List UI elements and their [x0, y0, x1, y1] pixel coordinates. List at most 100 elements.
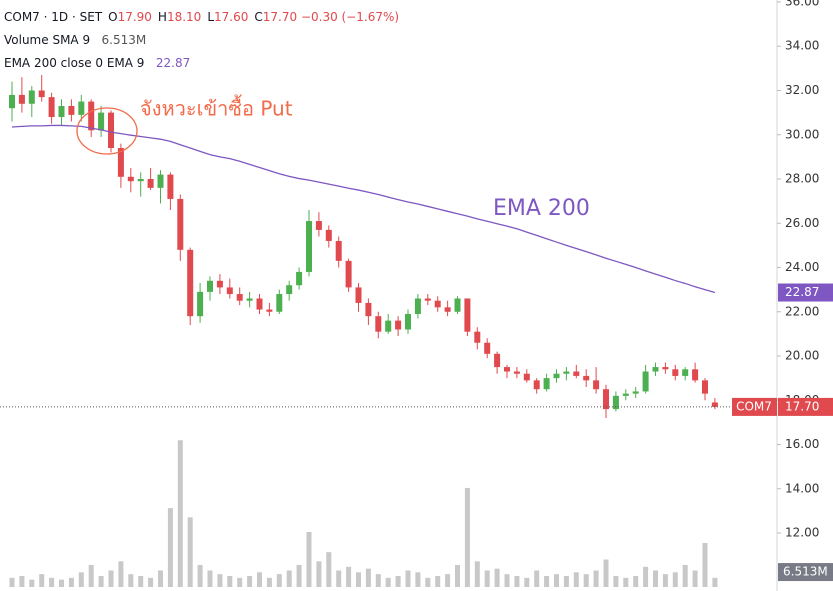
candle-body — [117, 148, 124, 177]
ohlc-value: 17.60 — [214, 10, 249, 24]
volume-bar — [217, 574, 223, 587]
volume-bar — [692, 570, 698, 587]
volume-bar — [247, 575, 253, 587]
legend-value: 6.513M — [101, 33, 147, 47]
candle-body — [157, 174, 164, 188]
volume-bar — [563, 575, 569, 587]
candle-body — [355, 287, 362, 303]
volume-bar — [554, 574, 559, 587]
volume-tag — [778, 563, 833, 582]
candle-body — [662, 367, 669, 370]
volume-bar — [534, 570, 540, 587]
candle-body — [494, 353, 501, 368]
legend-row: Volume SMA 9 6.513M — [4, 29, 399, 52]
ema-line — [11, 124, 716, 294]
candle-body — [286, 285, 293, 295]
candle-body — [385, 320, 392, 332]
volume-bar — [445, 574, 451, 587]
change: −0.30 — [300, 10, 338, 24]
candle-body — [395, 320, 402, 330]
symbol-title: COM7 · 1D · SET — [4, 10, 103, 24]
candle-body — [504, 367, 510, 372]
candle-body — [197, 291, 204, 317]
volume-bar — [544, 575, 550, 587]
volume-bar — [257, 572, 262, 587]
ohlc-key: C — [254, 10, 263, 24]
volume-bar — [9, 577, 15, 587]
volume-bar — [484, 570, 490, 587]
volume-bar — [415, 572, 421, 587]
volume-bar — [148, 577, 154, 587]
price-tag-label: 17.70 — [785, 399, 819, 413]
candle-body — [9, 94, 15, 109]
candle-body — [68, 105, 75, 115]
volume-bar — [405, 570, 411, 587]
volume-bar — [583, 574, 589, 587]
ema-tag-label: 22.87 — [785, 285, 819, 299]
volume-bar — [266, 577, 272, 587]
candle-body — [692, 369, 699, 381]
volume-bar — [375, 574, 381, 587]
candle-body — [78, 101, 85, 115]
ohlc-value: 18.10 — [166, 10, 202, 24]
candle-body — [622, 393, 629, 396]
candle-body — [474, 331, 481, 343]
volume-bar — [643, 566, 649, 587]
candle-body — [137, 179, 144, 182]
candle-body — [167, 174, 174, 199]
candle-body — [642, 371, 649, 392]
symbol-tag — [732, 397, 777, 416]
volume-bar — [702, 542, 708, 587]
candle-body — [513, 371, 520, 374]
volume-bar — [524, 577, 530, 587]
y-tick-label: 20.00 — [785, 349, 819, 363]
candle-body — [48, 97, 55, 118]
candle-body — [553, 373, 560, 379]
candle-body — [147, 179, 154, 188]
candle-body — [454, 298, 461, 312]
legend-name: Volume SMA 9 — [4, 33, 91, 47]
candle-layer — [9, 75, 718, 418]
candle-body — [414, 298, 421, 314]
y-tick-label: 32.00 — [785, 83, 819, 97]
volume-bar — [672, 572, 678, 587]
candle-body — [187, 249, 194, 317]
candle-body — [444, 307, 451, 312]
candle-body — [256, 298, 263, 310]
ema-tag — [778, 283, 833, 302]
volume-bar — [108, 570, 114, 587]
volume-bar — [712, 577, 718, 587]
volume-bar — [474, 561, 480, 587]
candle-body — [306, 221, 312, 272]
volume-bar — [88, 564, 94, 587]
volume-bar — [197, 564, 203, 587]
ohlc-value: 17.70 — [262, 10, 298, 24]
y-tick-label: 28.00 — [785, 172, 819, 186]
candle-body — [682, 369, 689, 376]
candle-body — [583, 375, 590, 381]
candle-body — [573, 371, 580, 376]
volume-bar — [286, 570, 292, 587]
annotation: EMA 200 — [493, 196, 590, 221]
volume-tag-label: 6.513M — [783, 565, 828, 579]
candle-body — [276, 294, 283, 312]
volume-bar — [316, 561, 322, 587]
volume-bar — [276, 574, 282, 587]
y-tick-label: 14.00 — [785, 481, 819, 495]
volume-bar — [662, 574, 668, 587]
volume-bar — [613, 575, 619, 587]
y-tick-label: 12.00 — [785, 526, 819, 540]
volume-bar — [138, 575, 144, 587]
annotation: จังหวะเข้าซื้อ Put — [140, 95, 293, 121]
candle-body — [464, 298, 471, 332]
volume-bar — [385, 577, 391, 587]
volume-bar — [128, 574, 134, 587]
volume-bar — [59, 579, 64, 587]
candle-body — [434, 300, 441, 308]
candle-body — [345, 260, 352, 288]
volume-bar — [573, 572, 579, 587]
candle-body — [612, 395, 619, 410]
candle-body — [296, 271, 303, 286]
